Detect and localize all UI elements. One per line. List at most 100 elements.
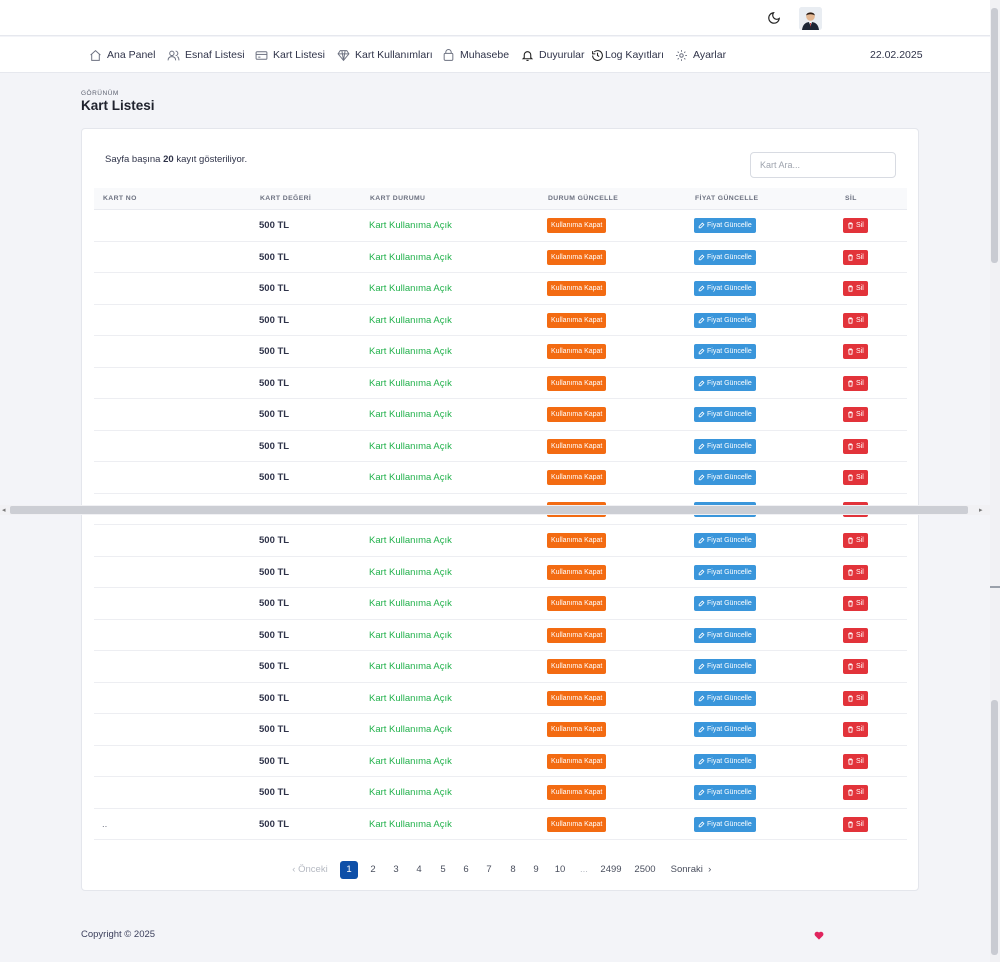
pagination-prev[interactable]: ‹ Önceki [286,861,334,879]
page-2499-button[interactable]: 2499 [600,864,622,875]
price-update-button[interactable]: Fiyat Güncelle [694,312,756,328]
delete-button[interactable]: Sil [843,407,868,422]
delete-button[interactable]: Sil [843,249,868,265]
delete-button[interactable]: Sil [843,375,868,391]
price-update-button[interactable]: Fiyat Güncelle [694,344,756,359]
delete-button[interactable]: Sil [843,438,868,454]
vertical-scrollbar[interactable] [990,0,1000,962]
delete-button[interactable]: Sil [843,722,868,737]
close-usage-button[interactable]: Kullanıma Kapat [547,533,607,548]
delete-button[interactable]: Sil [843,690,868,706]
delete-cell: Sil [843,431,868,462]
nav-item-log-kayitlari[interactable]: Log Kayıtları [591,37,664,73]
card-status-cell: Kart Kullanıma Açık [369,566,452,578]
close-usage-button[interactable]: Kullanıma Kapat [547,312,607,328]
price-update-button[interactable]: Fiyat Güncelle [694,375,756,391]
scrollbar-thumb-upper[interactable] [991,8,998,263]
close-usage-button[interactable]: Kullanıma Kapat [547,344,607,359]
delete-label: Sil [856,285,864,292]
delete-button[interactable]: Sil [843,627,868,643]
delete-button[interactable]: Sil [843,533,868,548]
close-usage-button[interactable]: Kullanıma Kapat [547,659,607,674]
price-update-label: Fiyat Güncelle [707,600,752,607]
close-usage-button[interactable]: Kullanıma Kapat [547,564,607,580]
price-update-button[interactable]: Fiyat Güncelle [694,690,756,706]
page-5-button[interactable]: 5 [440,864,446,875]
price-update-button[interactable]: Fiyat Güncelle [694,218,756,233]
price-update-label: Fiyat Güncelle [707,757,752,765]
delete-button[interactable]: Sil [843,281,868,296]
page-3-button[interactable]: 3 [393,864,399,875]
horizontal-scrollbar[interactable]: ◂ ▸ [0,505,990,515]
price-update-button[interactable]: Fiyat Güncelle [694,438,756,454]
price-update-button[interactable]: Fiyat Güncelle [694,753,756,769]
scroll-right-icon[interactable]: ▸ [979,507,983,514]
close-usage-button[interactable]: Kullanıma Kapat [547,627,607,643]
close-usage-button[interactable]: Kullanıma Kapat [547,690,607,706]
price-update-button[interactable]: Fiyat Güncelle [694,596,756,611]
page-7-button[interactable]: 7 [486,864,492,875]
nav-item-kart-kullanimlari[interactable]: Kart Kullanımları [337,37,433,73]
nav-item-esnaf-listesi[interactable]: Esnaf Listesi [167,37,245,73]
users-icon [167,50,180,60]
price-update-button[interactable]: Fiyat Güncelle [694,281,756,296]
delete-button[interactable]: Sil [843,218,868,233]
price-update-button[interactable]: Fiyat Güncelle [694,722,756,737]
delete-button[interactable]: Sil [843,816,868,832]
delete-button[interactable]: Sil [843,470,868,485]
close-usage-button[interactable]: Kullanıma Kapat [547,722,607,737]
card-search-input[interactable] [750,152,896,178]
page-8-button[interactable]: 8 [510,864,516,875]
close-usage-button[interactable]: Kullanıma Kapat [547,753,607,769]
close-usage-button[interactable]: Kullanıma Kapat [547,249,607,265]
close-usage-button[interactable]: Kullanıma Kapat [547,438,607,454]
nav-item-ana-panel[interactable]: Ana Panel [89,37,155,73]
card-value-cell: 500 TL [259,472,290,483]
pagination-next[interactable]: Sonraki › [665,861,717,879]
dark-mode-icon[interactable] [767,11,781,25]
close-usage-button[interactable]: Kullanıma Kapat [547,816,607,832]
price-update-button[interactable]: Fiyat Güncelle [694,249,756,265]
close-usage-button[interactable]: Kullanıma Kapat [547,218,607,233]
delete-button[interactable]: Sil [843,596,868,611]
card-value-cell: 500 TL [259,724,290,735]
price-update-button[interactable]: Fiyat Güncelle [694,564,756,580]
delete-button[interactable]: Sil [843,659,868,674]
user-avatar[interactable] [799,7,822,30]
page-2-button[interactable]: 2 [370,864,376,875]
price-update-button[interactable]: Fiyat Güncelle [694,785,756,800]
close-usage-button[interactable]: Kullanıma Kapat [547,470,607,485]
delete-button[interactable]: Sil [843,785,868,800]
page-10-button[interactable]: 10 [554,864,566,875]
card-status-cell: Kart Kullanıma Açık [369,535,452,546]
delete-button[interactable]: Sil [843,344,868,359]
nav-item-ayarlar[interactable]: Ayarlar [675,37,726,73]
nav-item-muhasebe[interactable]: Muhasebe [442,37,509,73]
nav-item-kart-listesi[interactable]: Kart Listesi [255,37,325,73]
page-6-button[interactable]: 6 [463,864,469,875]
close-usage-button[interactable]: Kullanıma Kapat [547,375,607,391]
page-1-button[interactable]: 1 [340,861,358,879]
scrollbar-thumb[interactable] [10,506,968,514]
price-update-button[interactable]: Fiyat Güncelle [694,470,756,485]
close-usage-button[interactable]: Kullanıma Kapat [547,407,607,422]
card-value-cell: 500 TL [259,346,290,357]
close-usage-button[interactable]: Kullanıma Kapat [547,785,607,800]
price-update-button[interactable]: Fiyat Güncelle [694,816,756,832]
price-update-button[interactable]: Fiyat Güncelle [694,659,756,674]
scroll-left-icon[interactable]: ◂ [2,507,6,514]
price-update-button[interactable]: Fiyat Güncelle [694,533,756,548]
price-update-button[interactable]: Fiyat Güncelle [694,407,756,422]
delete-button[interactable]: Sil [843,564,868,580]
delete-button[interactable]: Sil [843,753,868,769]
nav-item-duyurular[interactable]: Duyurular [521,37,585,73]
page-2500-button[interactable]: 2500 [634,864,656,875]
page-4-button[interactable]: 4 [416,864,422,875]
delete-label: Sil [856,379,864,387]
close-usage-button[interactable]: Kullanıma Kapat [547,596,607,611]
delete-button[interactable]: Sil [843,312,868,328]
close-usage-button[interactable]: Kullanıma Kapat [547,281,607,296]
price-update-button[interactable]: Fiyat Güncelle [694,627,756,643]
scrollbar-thumb-lower[interactable] [991,700,998,955]
page-9-button[interactable]: 9 [533,864,539,875]
